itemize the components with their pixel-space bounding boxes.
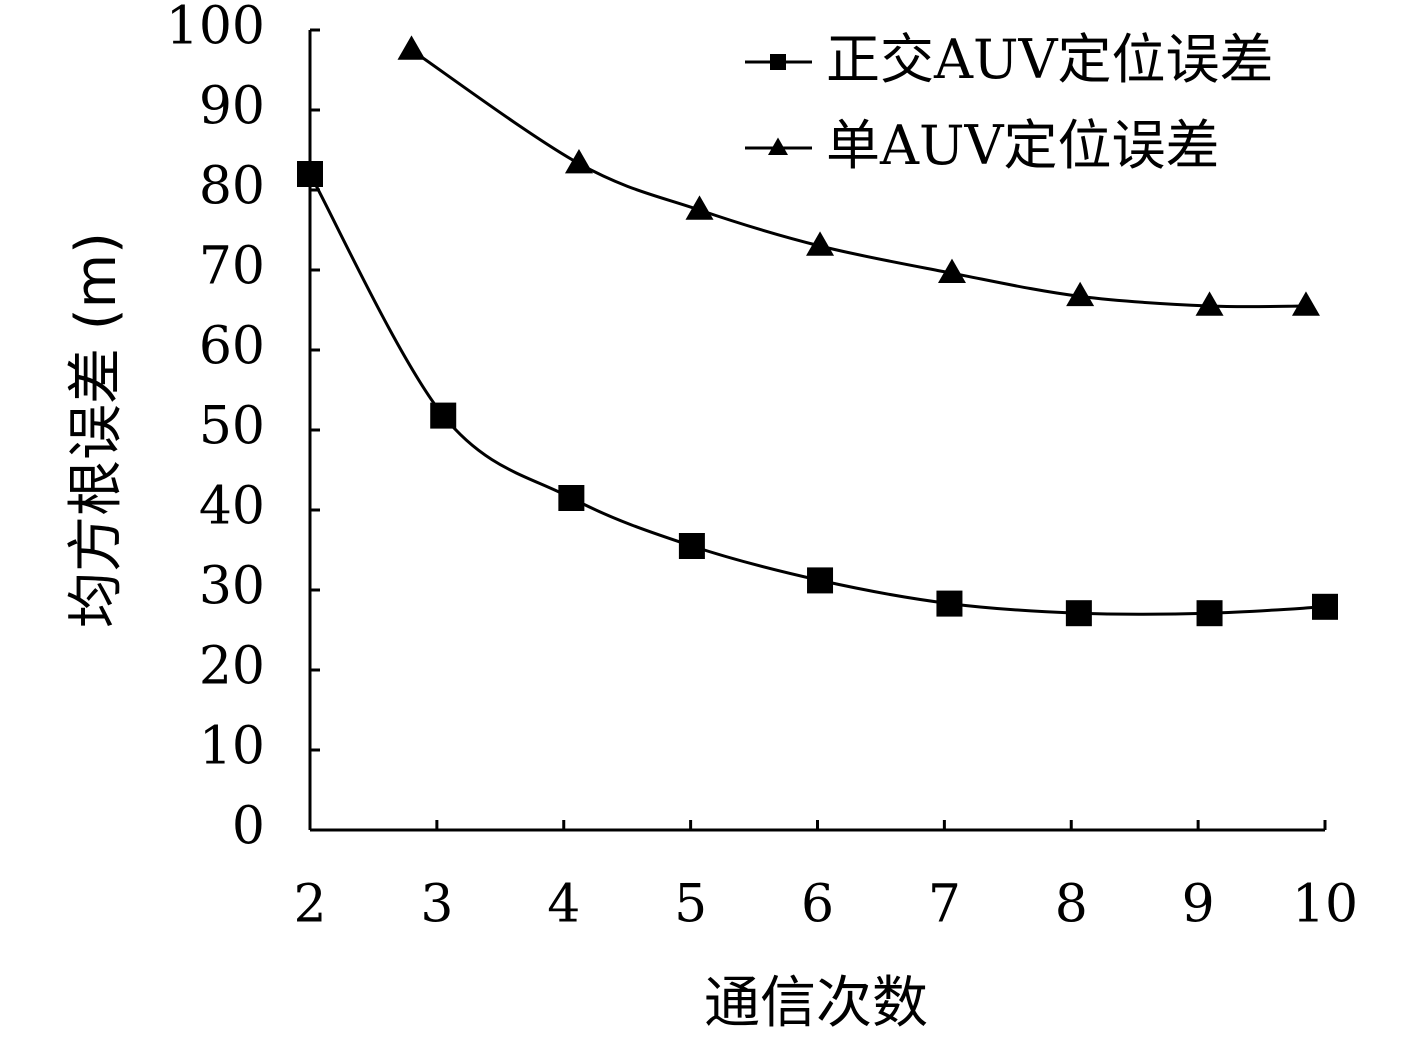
legend-item: 正交AUV定位误差: [745, 28, 1274, 91]
data-point-square: [297, 161, 323, 187]
data-point-square: [430, 402, 457, 429]
legend-item: 单AUV定位误差: [745, 114, 1220, 177]
series-single: [397, 35, 1320, 316]
data-point-square: [678, 533, 705, 559]
y-axis-ticks: 0 10 20 30 40 50 60 70 80 90 100: [166, 0, 320, 857]
x-tick-label: 7: [928, 875, 961, 935]
series-layer: [297, 35, 1338, 627]
data-point-triangle: [685, 195, 714, 220]
y-tick-label: 80: [199, 157, 265, 217]
y-tick-label: 0: [232, 797, 265, 857]
data-point-square: [807, 567, 834, 594]
y-tick-label: 40: [199, 477, 265, 537]
x-tick-label: 6: [801, 875, 834, 935]
data-point-triangle: [564, 148, 593, 174]
y-tick-label: 30: [199, 557, 265, 617]
data-point-square: [1196, 600, 1223, 627]
legend-label: 正交AUV定位误差: [826, 28, 1274, 91]
y-tick-label: 10: [199, 717, 265, 777]
y-axis-title: 均方根误差 (m): [64, 232, 129, 628]
y-tick-label: 70: [199, 237, 265, 297]
x-tick-label: 3: [420, 875, 453, 935]
x-axis-ticks: 2 3 4 5 6 7 8 9 10: [293, 820, 1358, 935]
y-tick-label: 60: [199, 317, 265, 377]
x-tick-label: 2: [293, 875, 326, 935]
data-point-triangle: [1195, 291, 1224, 316]
data-point-triangle: [1291, 291, 1320, 316]
data-point-square: [1065, 600, 1092, 627]
x-axis-title: 通信次数: [704, 971, 928, 1036]
legend-marker-triangle: [768, 137, 788, 155]
data-point-square: [558, 485, 585, 511]
data-point-square: [1312, 593, 1338, 620]
series-orthogonal: [297, 161, 1338, 627]
y-tick-label: 50: [199, 397, 265, 457]
legend-label: 单AUV定位误差: [826, 114, 1220, 177]
y-tick-label: 90: [199, 77, 265, 137]
y-tick-label: 20: [199, 637, 265, 697]
x-tick-label: 5: [674, 875, 707, 935]
data-point-triangle: [397, 35, 426, 60]
x-tick-label: 8: [1055, 875, 1088, 935]
data-point-square: [936, 590, 963, 617]
y-tick-label: 100: [166, 0, 265, 57]
data-point-triangle: [806, 231, 835, 256]
data-point-triangle: [1066, 281, 1095, 307]
data-point-triangle: [937, 258, 966, 283]
legend-marker-square: [770, 54, 786, 70]
x-tick-label: 10: [1292, 875, 1358, 935]
x-tick-label: 9: [1182, 875, 1215, 935]
x-tick-label: 4: [547, 875, 580, 935]
